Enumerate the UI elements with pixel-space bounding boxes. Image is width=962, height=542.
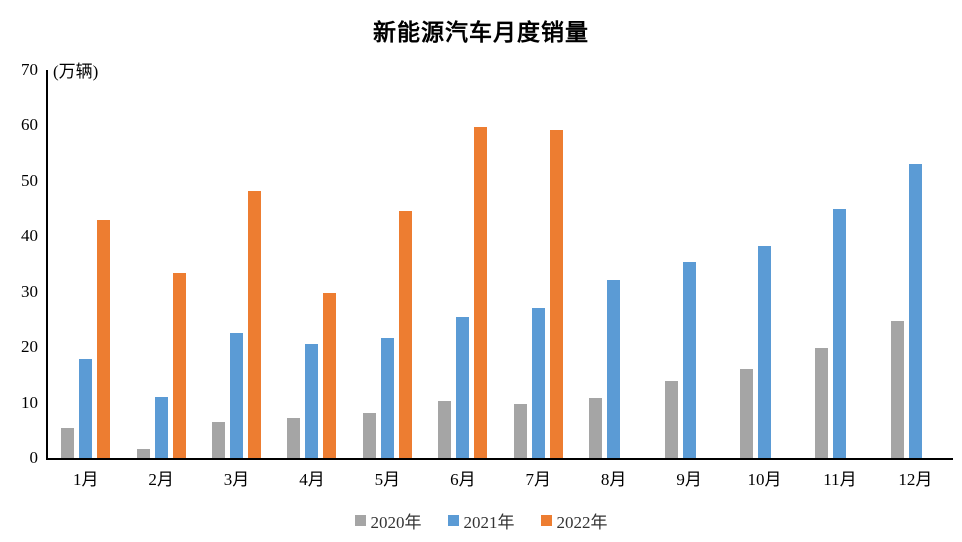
- legend-label-2021年: 2021年: [463, 513, 515, 532]
- legend-swatch-2022年: [540, 515, 552, 526]
- bar-2020年-4月: [287, 418, 301, 458]
- bar-2021年-7月: [531, 307, 545, 458]
- bar-groups: [48, 70, 953, 458]
- x-tick-label-5月: 5月: [374, 470, 401, 489]
- bar-2022年-6月: [474, 127, 488, 458]
- bar-2020年-7月: [513, 403, 527, 458]
- bar-2022年-1月: [97, 220, 111, 458]
- bar-2020年-8月: [589, 398, 603, 458]
- bar-group-12月: [878, 70, 953, 458]
- bar-2021年-12月: [908, 164, 922, 458]
- y-tick-label-10: 10: [21, 392, 38, 412]
- bar-group-2月: [123, 70, 198, 458]
- bar-2021年-10月: [758, 246, 771, 458]
- bar-2022年-4月: [323, 292, 337, 458]
- legend-item-2021年: 2021年: [447, 508, 515, 533]
- bar-group-10月: [727, 70, 802, 458]
- plot-area: [46, 70, 953, 460]
- bar-2020年-9月: [664, 380, 678, 458]
- y-tick-label-50: 50: [21, 170, 38, 190]
- bar-2020年-11月: [815, 347, 829, 458]
- bar-2020年-2月: [136, 449, 150, 458]
- bar-2021年-1月: [79, 358, 93, 458]
- bar-group-5月: [350, 70, 425, 458]
- y-tick-label-60: 60: [21, 115, 38, 135]
- bar-2021年-3月: [230, 333, 244, 458]
- bar-2021年-11月: [833, 208, 847, 458]
- bar-group-9月: [651, 70, 726, 458]
- y-tick-label-0: 0: [29, 448, 39, 467]
- bar-group-8月: [576, 70, 651, 458]
- x-tick-label-2月: 2月: [148, 470, 174, 489]
- chart-title: 新能源汽车月度销量: [373, 20, 589, 45]
- bar-group-6月: [425, 70, 500, 458]
- bar-2021年-6月: [456, 317, 470, 458]
- y-axis-unit-label: (万辆): [53, 62, 99, 81]
- y-tick-label-70: 70: [21, 60, 38, 79]
- bar-2020年-3月: [212, 421, 226, 458]
- bar-group-3月: [199, 70, 274, 458]
- bar-2020年-1月: [61, 428, 75, 458]
- bar-2020年-6月: [438, 400, 452, 458]
- x-tick-label-4月: 4月: [299, 470, 325, 489]
- bar-2022年-7月: [549, 129, 563, 458]
- bar-group-1月: [48, 70, 123, 458]
- bar-2020年-5月: [362, 413, 376, 458]
- x-tick-label-8月: 8月: [600, 470, 627, 489]
- x-tick-label-3月: 3月: [223, 470, 250, 489]
- y-tick-label-30: 30: [21, 281, 38, 301]
- bar-2021年-5月: [380, 338, 394, 458]
- legend-label-2022年: 2022年: [556, 513, 608, 532]
- legend-item-2022年: 2022年: [540, 508, 608, 533]
- bar-2022年-5月: [398, 210, 412, 458]
- legend-swatch-2021年: [447, 515, 459, 526]
- legend-swatch-2020年: [354, 515, 366, 526]
- bar-group-7月: [501, 70, 576, 458]
- bar-2021年-9月: [682, 261, 696, 458]
- x-tick-label-9月: 9月: [676, 470, 702, 489]
- bar-2020年-12月: [890, 320, 904, 458]
- bar-group-11月: [802, 70, 877, 458]
- legend-label-2020年: 2020年: [370, 513, 422, 532]
- legend-item-2020年: 2020年: [354, 508, 422, 533]
- bar-2021年-8月: [607, 280, 621, 458]
- bar-2020年-10月: [740, 369, 753, 458]
- x-tick-label-11月: 11月: [823, 470, 857, 489]
- x-tick-label-10月: 10月: [747, 470, 782, 489]
- legend: 2020年 2021年 2022年: [0, 508, 962, 533]
- y-tick-label-20: 20: [21, 337, 38, 357]
- x-tick-label-7月: 7月: [525, 470, 551, 489]
- bar-2022年-2月: [172, 272, 186, 458]
- x-axis-tick-labels: 1月 2月 3月 4月 5月 6月 7月 8月 9月 10月 11月 12月: [48, 465, 953, 490]
- x-tick-label-12月: 12月: [898, 470, 933, 489]
- x-tick-label-1月: 1月: [72, 470, 99, 489]
- x-tick-label-6月: 6月: [450, 470, 476, 489]
- y-tick-label-40: 40: [21, 226, 38, 246]
- bar-2021年-4月: [305, 343, 319, 458]
- bar-2022年-3月: [248, 190, 262, 458]
- bar-group-4月: [274, 70, 349, 458]
- bar-2021年-2月: [154, 397, 168, 458]
